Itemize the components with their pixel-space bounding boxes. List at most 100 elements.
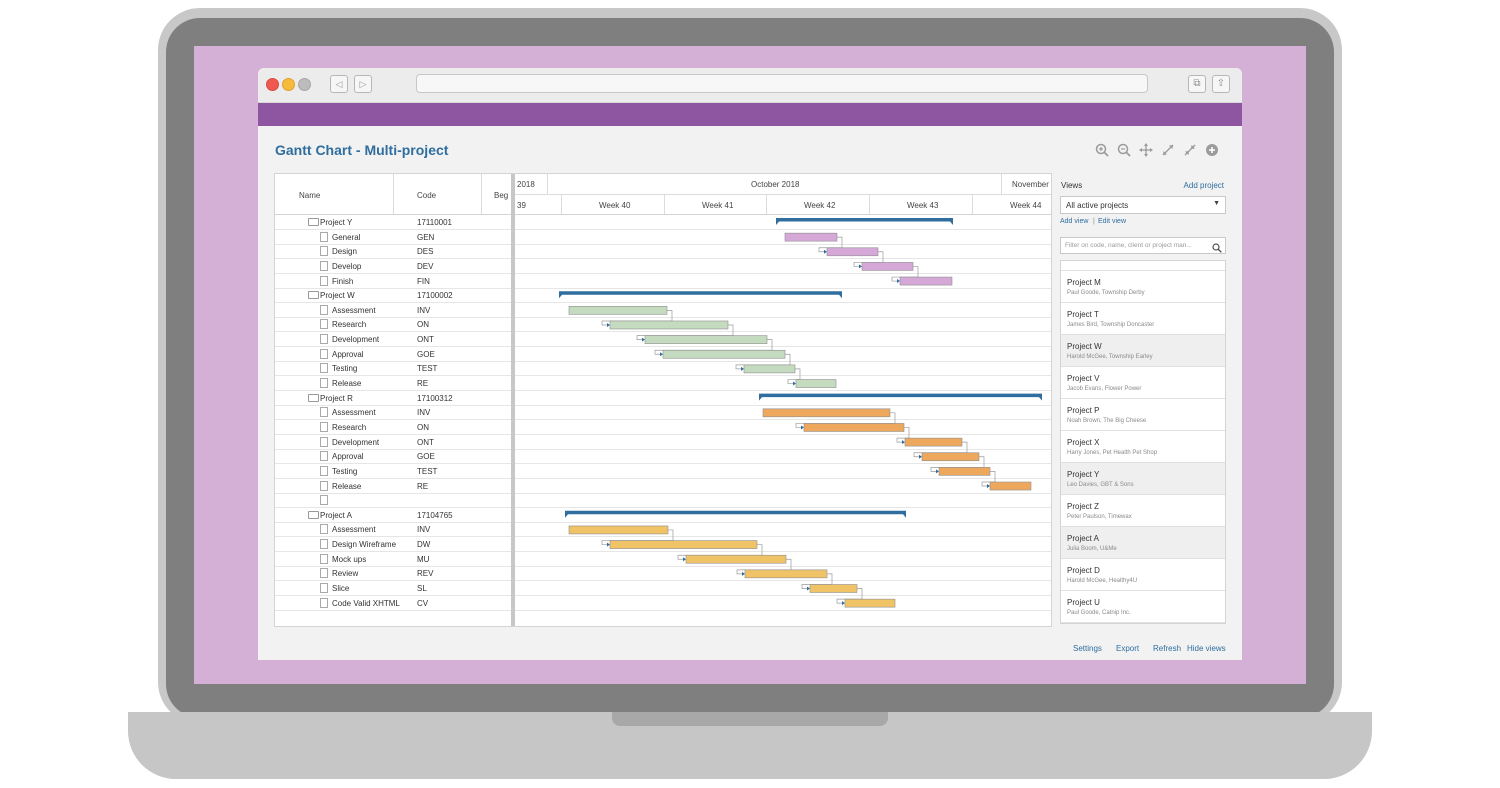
- column-header-begin[interactable]: Beg: [494, 191, 509, 200]
- task-row[interactable]: Assessment INV: [275, 303, 1051, 318]
- task-bar[interactable]: [904, 437, 963, 447]
- project-list-item[interactable]: Project T James Bird, Township Doncaster: [1061, 303, 1225, 335]
- task-row[interactable]: Testing TEST: [275, 361, 1051, 377]
- task-bar[interactable]: [844, 598, 896, 608]
- task-bar[interactable]: [899, 276, 953, 286]
- project-row[interactable]: Project A 17104765: [275, 508, 1051, 523]
- project-row[interactable]: Project Y 17110001: [275, 215, 1051, 230]
- project-summary-bar[interactable]: [759, 393, 1042, 401]
- task-bar[interactable]: [568, 525, 669, 535]
- row-name: Development: [332, 335, 380, 345]
- timeline-week-label: 39: [517, 201, 526, 210]
- task-row[interactable]: Assessment INV: [275, 405, 1051, 421]
- task-bar[interactable]: [809, 584, 858, 593]
- back-arrow-icon: ◁: [335, 79, 343, 89]
- project-summary-bar[interactable]: [559, 291, 842, 299]
- project-list-item[interactable]: Project V Jacob Evans, Flower Power: [1061, 367, 1225, 399]
- project-list-item[interactable]: Project U Paul Goode, Catnip Inc.: [1061, 591, 1225, 623]
- settings-link[interactable]: Settings: [1073, 644, 1102, 653]
- search-icon[interactable]: [1212, 240, 1222, 258]
- task-row[interactable]: Approval GOE: [275, 449, 1051, 465]
- views-select[interactable]: All active projects ▼: [1060, 196, 1226, 214]
- task-bar[interactable]: [989, 481, 1032, 491]
- task-row[interactable]: Research ON: [275, 317, 1051, 333]
- add-project-link[interactable]: Add project: [1183, 181, 1224, 190]
- hide-views-link[interactable]: Hide views: [1187, 644, 1226, 653]
- task-row[interactable]: Design DES: [275, 244, 1051, 260]
- task-bar[interactable]: [784, 232, 838, 242]
- zoom-in-icon[interactable]: [1094, 143, 1110, 159]
- project-list-item[interactable]: Project A Julia Boom, U&Me: [1061, 527, 1225, 559]
- add-icon[interactable]: [1204, 143, 1220, 159]
- share-button[interactable]: ⇧: [1212, 75, 1230, 93]
- task-bar[interactable]: [744, 569, 828, 579]
- task-row[interactable]: Slice SL: [275, 581, 1051, 596]
- task-bar[interactable]: [826, 247, 879, 257]
- task-bar[interactable]: [568, 306, 668, 315]
- task-bar[interactable]: [921, 452, 980, 462]
- project-list-item[interactable]: Project P Noah Brown, The Big Cheese: [1061, 399, 1225, 431]
- row-name: Assessment: [332, 525, 376, 535]
- back-button[interactable]: ◁: [330, 75, 348, 93]
- task-bar[interactable]: [662, 349, 786, 359]
- zoom-window-button[interactable]: [298, 78, 311, 91]
- task-row[interactable]: Assessment INV: [275, 522, 1051, 538]
- project-list-item[interactable]: Project Z Peter Paulson, Timewax: [1061, 495, 1225, 527]
- task-row[interactable]: [275, 493, 1051, 509]
- collapse-icon[interactable]: [1182, 143, 1198, 159]
- project-list-item[interactable]: Project M Paul Goode, Township Derby: [1061, 271, 1225, 303]
- edit-view-link[interactable]: Edit view: [1098, 218, 1127, 225]
- task-row[interactable]: Research ON: [275, 420, 1051, 435]
- move-icon[interactable]: [1138, 143, 1154, 159]
- task-row[interactable]: Develop DEV: [275, 259, 1051, 274]
- address-bar[interactable]: [416, 74, 1148, 93]
- task-row[interactable]: Development ONT: [275, 332, 1051, 348]
- project-list-item[interactable]: Project W Harold McGee, Township Earley: [1061, 335, 1225, 367]
- zoom-out-icon[interactable]: [1116, 143, 1132, 159]
- task-bar[interactable]: [803, 423, 905, 432]
- task-row[interactable]: Release RE: [275, 376, 1051, 392]
- project-subtitle: James Bird, Township Doncaster: [1067, 322, 1155, 328]
- filter-input[interactable]: Filter on code, name, client or project …: [1060, 237, 1226, 254]
- column-header-code[interactable]: Code: [417, 191, 437, 200]
- task-bar[interactable]: [938, 467, 991, 476]
- timeline-month-label: October 2018: [751, 180, 800, 189]
- task-row[interactable]: Approval GOE: [275, 347, 1051, 362]
- timeline-week-label: Week 44: [1010, 201, 1042, 210]
- task-row[interactable]: Release RE: [275, 479, 1051, 494]
- project-row[interactable]: Project R 17100312: [275, 391, 1051, 406]
- task-bar[interactable]: [743, 364, 796, 374]
- close-window-button[interactable]: [266, 78, 279, 91]
- task-row[interactable]: Design Wireframe DW: [275, 537, 1051, 553]
- task-bar[interactable]: [795, 379, 837, 388]
- project-list-item[interactable]: Project X Harry Jones, Pet Health Pet Sho…: [1061, 431, 1225, 463]
- grid-splitter[interactable]: [511, 174, 515, 626]
- task-row[interactable]: Testing TEST: [275, 464, 1051, 479]
- task-row[interactable]: General GEN: [275, 230, 1051, 245]
- refresh-link[interactable]: Refresh: [1153, 644, 1182, 653]
- minimize-window-button[interactable]: [282, 78, 295, 91]
- project-list-item[interactable]: Project Y Leo Davies, GBT & Sons: [1061, 463, 1225, 495]
- forward-button[interactable]: ▷: [354, 75, 372, 93]
- task-row[interactable]: Code Valid XHTML CV: [275, 596, 1051, 611]
- project-summary-bar[interactable]: [776, 218, 953, 225]
- export-link[interactable]: Export: [1116, 644, 1140, 653]
- project-list-item[interactable]: Project D Harold McGee, Healthy4U: [1061, 559, 1225, 591]
- tabs-button[interactable]: ⧉: [1188, 75, 1206, 93]
- task-bar[interactable]: [644, 335, 768, 344]
- task-bar[interactable]: [762, 408, 891, 418]
- task-row[interactable]: Finish FIN: [275, 274, 1051, 289]
- project-row[interactable]: Project W 17100002: [275, 288, 1051, 304]
- project-summary-bar[interactable]: [565, 510, 906, 518]
- task-bar[interactable]: [609, 320, 729, 330]
- project-subtitle: Peter Paulson, Timewax: [1067, 514, 1132, 520]
- task-bar[interactable]: [609, 540, 758, 549]
- task-row[interactable]: Review REV: [275, 566, 1051, 582]
- expand-icon[interactable]: [1160, 143, 1176, 159]
- add-view-link[interactable]: Add view: [1060, 218, 1089, 225]
- column-header-name[interactable]: Name: [299, 191, 321, 200]
- task-row[interactable]: Mock ups MU: [275, 552, 1051, 567]
- task-row[interactable]: Development ONT: [275, 435, 1051, 450]
- task-bar[interactable]: [685, 554, 787, 564]
- task-bar[interactable]: [861, 262, 914, 271]
